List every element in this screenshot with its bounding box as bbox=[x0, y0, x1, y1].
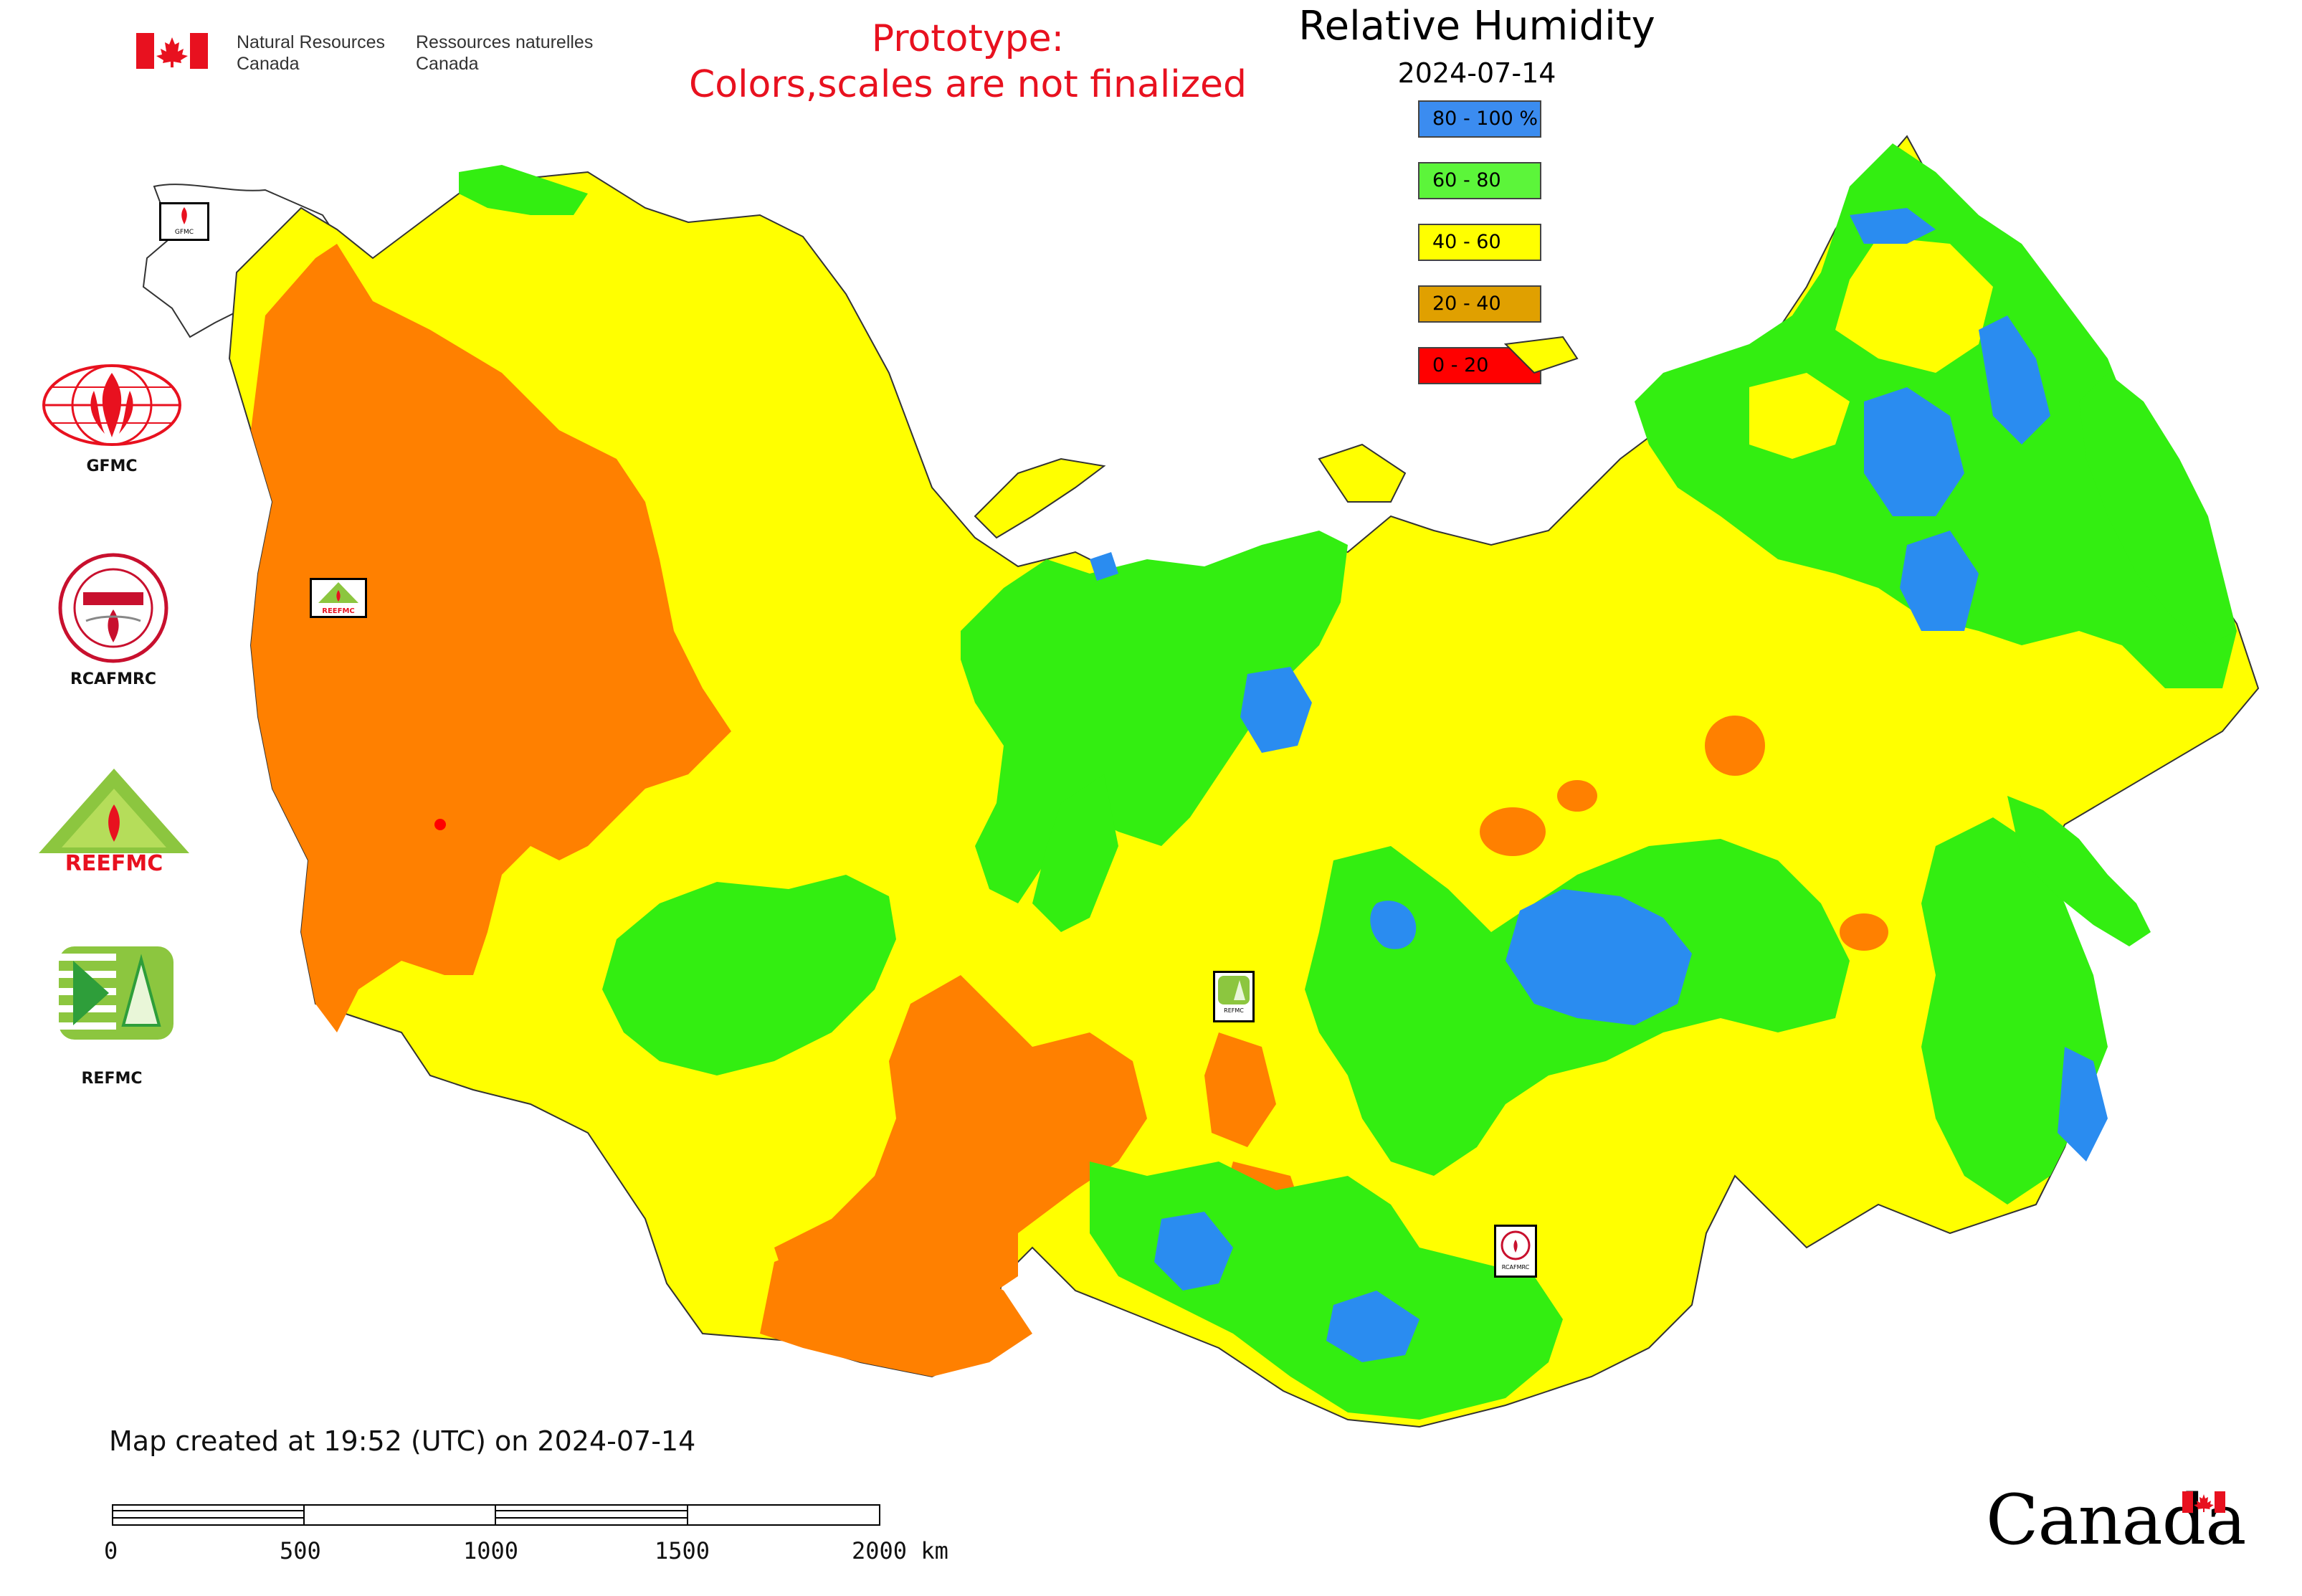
rcafmrc-label: RCAFMRC bbox=[70, 670, 157, 688]
prototype-warning: Prototype: Colors,scales are not finaliz… bbox=[645, 16, 1290, 108]
legend-item-0-20: 0 - 20 bbox=[1418, 347, 1541, 384]
legend-item-20-40: 20 - 40 bbox=[1418, 285, 1541, 323]
region-very-dry-spot bbox=[434, 819, 446, 830]
region-moderate-chukotka bbox=[1835, 237, 1993, 373]
legend-item-60-80: 60 - 80 bbox=[1418, 162, 1541, 199]
gfmc-logo-icon bbox=[42, 364, 181, 446]
refmc-label: REFMC bbox=[81, 1070, 143, 1088]
marker-label: REFMC bbox=[1224, 1007, 1244, 1014]
region-wet-primorye bbox=[2058, 1047, 2108, 1162]
region-dry-kazakh-south bbox=[760, 1233, 1032, 1377]
region-dry-yakutia-1 bbox=[1705, 716, 1765, 776]
region-novaya-zemlya bbox=[974, 457, 1106, 539]
region-wet-baikal-lake bbox=[1370, 901, 1417, 949]
map-marker-rcafmrc[interactable]: RCAFMRC bbox=[1494, 1225, 1537, 1278]
scale-bar-graphic bbox=[112, 1504, 880, 1526]
region-humid-central-siberia bbox=[961, 531, 1348, 903]
legend-item-80-100: 80 - 100 % bbox=[1418, 100, 1541, 138]
region-dry-amur bbox=[1840, 913, 1888, 951]
region-wet-taimyr bbox=[1090, 552, 1118, 581]
scale-label-0: 0 bbox=[104, 1537, 118, 1564]
rcafmrc-logo-icon bbox=[58, 553, 168, 663]
region-dry-west bbox=[251, 244, 731, 1032]
scandinavia-outline bbox=[142, 184, 338, 338]
nrcan-french-name: Ressources naturelles Canada bbox=[416, 32, 593, 75]
region-wet-yenisei bbox=[1240, 667, 1312, 753]
region-wet-magadan bbox=[1900, 531, 1979, 631]
marker-label: RCAFMRC bbox=[1501, 1264, 1530, 1270]
nrcan-en-line1: Natural Resources bbox=[237, 32, 386, 52]
prototype-line1: Prototype: bbox=[871, 17, 1065, 60]
nrcan-en-line2: Canada bbox=[237, 54, 300, 74]
prototype-line2: Colors,scales are not finalized bbox=[688, 63, 1247, 106]
refmc-logo-icon bbox=[59, 946, 173, 1040]
reefmc-logo-icon: REEFMC bbox=[37, 769, 191, 875]
region-dry-altai bbox=[1204, 1032, 1276, 1147]
region-moderate-kolyma bbox=[1749, 373, 1850, 459]
map-marker-reefmc[interactable]: REEFMC bbox=[310, 578, 367, 618]
gfmc-label: GFMC bbox=[86, 457, 138, 475]
nrcan-english-name: Natural Resources Canada bbox=[237, 32, 385, 75]
rcafmrc-marker-icon bbox=[1500, 1230, 1531, 1260]
region-dry-yakutia-2 bbox=[1480, 807, 1546, 856]
region-humid-central-south bbox=[1032, 774, 1118, 932]
region-humid-west-siberia bbox=[602, 875, 896, 1075]
canada-wordmark: Canada bbox=[1986, 1480, 2246, 1566]
scale-label-1000: 1000 bbox=[463, 1537, 519, 1564]
legend-item-40-60: 40 - 60 bbox=[1418, 224, 1541, 261]
legend-label: 60 - 80 bbox=[1432, 169, 1501, 191]
map-created-text: Map created at 19:52 (UTC) on 2024-07-14 bbox=[109, 1425, 696, 1457]
reefmc-logo-text: REEFMC bbox=[65, 851, 163, 875]
map-marker-refmc[interactable]: REFMC bbox=[1213, 971, 1255, 1022]
region-wet-okhotsk bbox=[1979, 315, 2050, 445]
map-date: 2024-07-14 bbox=[1397, 57, 1556, 89]
region-wet-chukotka bbox=[1850, 208, 1936, 244]
refmc-marker-icon bbox=[1218, 976, 1250, 1004]
region-wet-yakutia bbox=[1864, 387, 1964, 516]
nrcan-signature: Natural Resources Canada Ressources natu… bbox=[136, 32, 595, 82]
marker-label: REEFMC bbox=[322, 607, 355, 615]
legend-label: 20 - 40 bbox=[1432, 293, 1501, 315]
region-humid-kamchatka bbox=[2079, 373, 2237, 645]
gfmc-marker-icon bbox=[181, 207, 187, 224]
region-wet-altai bbox=[1154, 1212, 1233, 1291]
region-dry-yakutia-3 bbox=[1557, 780, 1597, 812]
map-marker-gfmc[interactable]: GFMC bbox=[159, 202, 209, 241]
nrcan-fr-line2: Canada bbox=[416, 54, 479, 74]
region-wet-sayan bbox=[1326, 1291, 1419, 1362]
scale-label-500: 500 bbox=[280, 1537, 321, 1564]
map-title: Relative Humidity bbox=[1298, 3, 1655, 49]
wordmark-flag-icon bbox=[2182, 1491, 2225, 1513]
nrcan-fr-line1: Ressources naturelles bbox=[416, 32, 594, 52]
region-humid-sakhalin bbox=[2007, 796, 2151, 946]
canada-wordmark-text: Canada bbox=[1986, 1480, 2246, 1560]
scale-label-1500: 1500 bbox=[655, 1537, 710, 1564]
legend-label: 40 - 60 bbox=[1432, 231, 1501, 253]
region-severnaya-zemlya bbox=[1318, 443, 1407, 503]
region-wrangel bbox=[1503, 336, 1579, 374]
region-humid-kola bbox=[459, 165, 588, 215]
region-wet-evenkia bbox=[1506, 889, 1692, 1025]
reefmc-marker-icon bbox=[318, 582, 358, 603]
marker-label: GFMC bbox=[174, 229, 194, 236]
scale-label-2000: 2000 km bbox=[852, 1537, 948, 1564]
canada-flag-icon bbox=[136, 33, 208, 69]
legend-label: 80 - 100 % bbox=[1432, 108, 1538, 130]
legend-label: 0 - 20 bbox=[1432, 354, 1489, 376]
